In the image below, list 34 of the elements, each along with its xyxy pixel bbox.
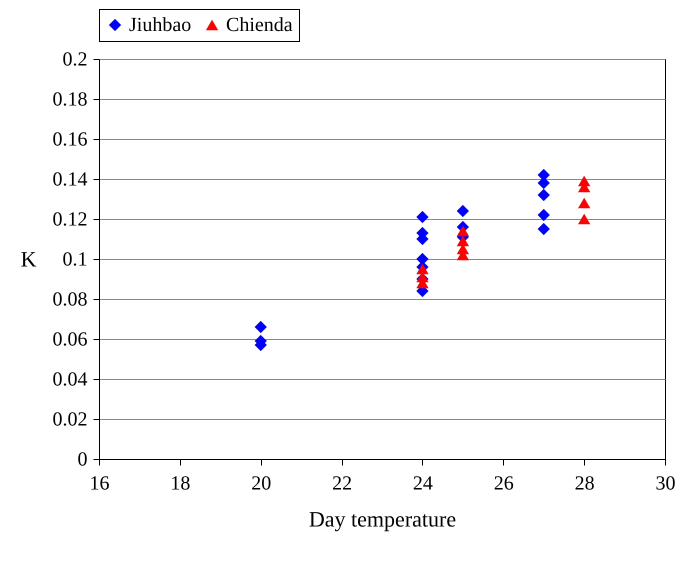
point	[254, 320, 267, 334]
x-tick-label: 22	[332, 472, 352, 494]
y-tick-label: 0	[78, 448, 88, 470]
y-tick-label: 0.06	[52, 328, 88, 350]
x-axis-title: Day temperature	[308, 506, 456, 532]
x-tick-label: 16	[90, 472, 110, 494]
point	[456, 236, 469, 246]
y-tick-label: 0.16	[52, 128, 88, 150]
y-tick-label: 0.08	[52, 288, 88, 310]
point	[538, 222, 550, 236]
y-tick-label: 0.12	[52, 208, 88, 230]
x-tick-label: 30	[656, 472, 676, 494]
point	[538, 188, 550, 202]
point	[416, 210, 429, 224]
point	[578, 198, 590, 208]
y-tick-label: 0.14	[52, 168, 88, 190]
y-axis-title: K	[20, 246, 37, 272]
x-tick-label: 20	[251, 472, 272, 494]
point	[416, 264, 429, 274]
point	[456, 204, 469, 218]
x-tick-label: 24	[412, 472, 433, 494]
legend-label: Jiuhbao	[129, 14, 192, 36]
point	[456, 226, 469, 236]
y-tick-label: 0.2	[62, 48, 88, 70]
legend-label: Chienda	[226, 14, 293, 36]
x-tick-label: 26	[494, 472, 514, 494]
y-tick-label: 0.04	[52, 368, 88, 390]
x-tick-label: 28	[574, 472, 595, 494]
y-tick-label: 0.18	[52, 88, 88, 110]
x-tick-label: 18	[170, 472, 190, 494]
y-tick-label: 0.1	[62, 248, 88, 270]
point	[578, 214, 590, 224]
point	[538, 208, 550, 222]
y-tick-label: 0.02	[52, 408, 88, 430]
